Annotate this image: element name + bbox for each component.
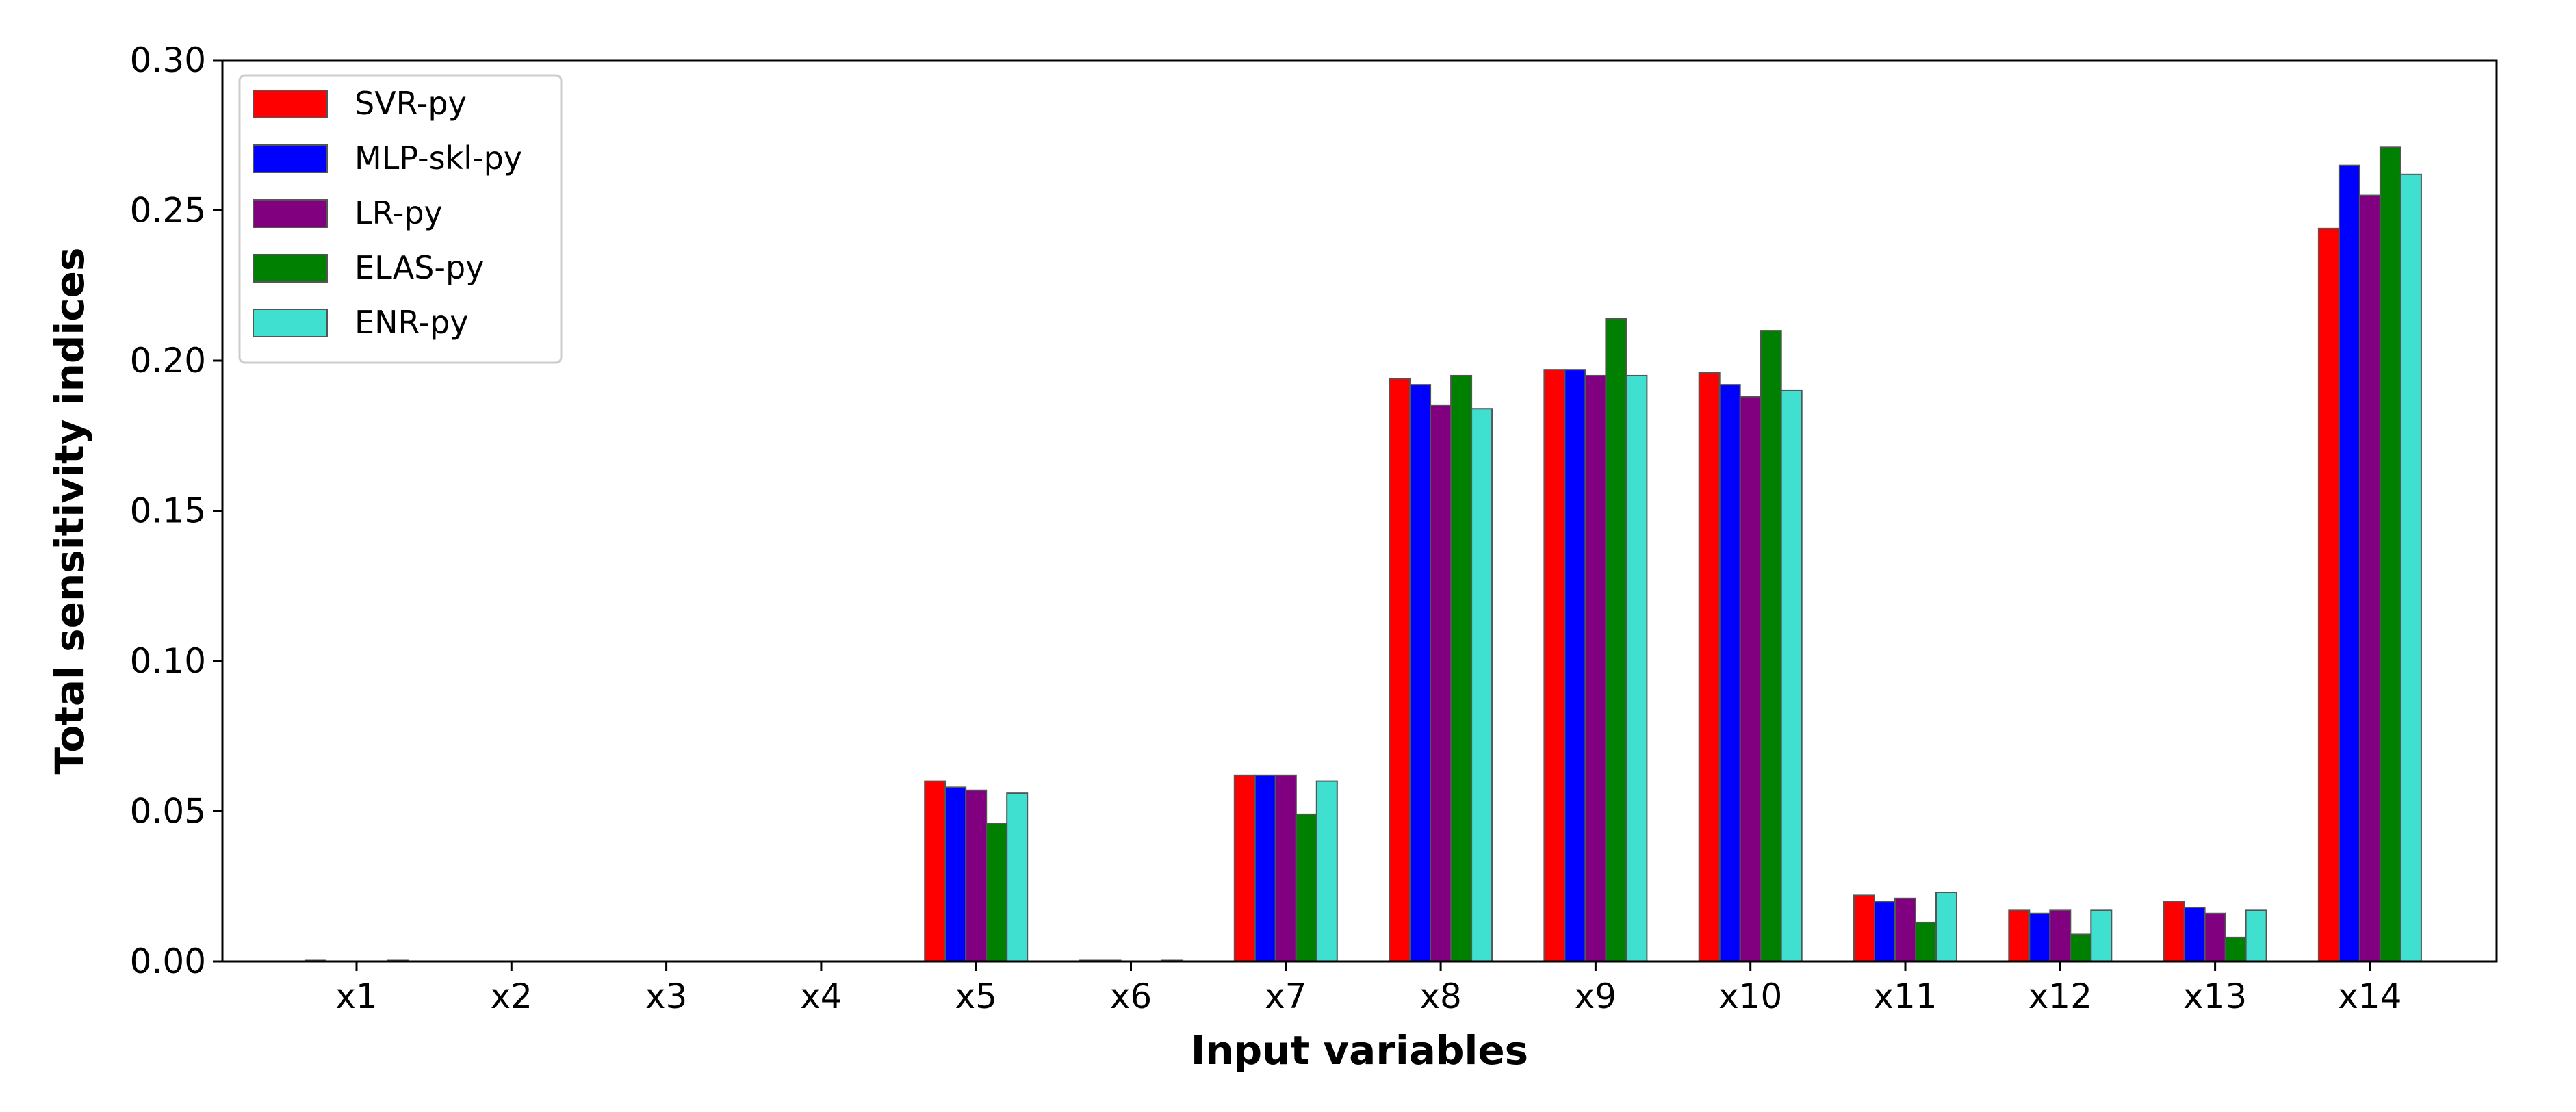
legend-label-ELAS-py: ELAS-py <box>355 249 484 286</box>
bar-ELAS-py-x12 <box>2070 933 2092 962</box>
bar-LR-py-x13 <box>2204 912 2226 963</box>
bar-LR-py-x10 <box>1739 396 1762 962</box>
x-tick-label-x7: x7 <box>1265 977 1306 1016</box>
legend: SVR-py MLP-skl-py LR-py ELAS-py ENR-py <box>238 74 563 364</box>
bar-SVR-py-x8 <box>1389 378 1411 962</box>
bar-ENR-py-x14 <box>2399 173 2422 963</box>
legend-label-SVR-py: SVR-py <box>355 85 467 122</box>
bar-ELAS-py-x10 <box>1760 330 1782 963</box>
x-tick-label-x10: x10 <box>1718 977 1782 1016</box>
x-tick-label-x13: x13 <box>2183 977 2247 1016</box>
bar-ENR-py-x10 <box>1780 389 1803 962</box>
x-tick-label-x11: x11 <box>1873 977 1937 1016</box>
y-tick-label: 0.30 <box>130 40 206 80</box>
x-tick-label-x1: x1 <box>335 977 377 1016</box>
x-tick-label-x8: x8 <box>1419 977 1461 1016</box>
bar-ENR-py-x5 <box>1006 792 1029 963</box>
legend-label-ENR-py: ENR-py <box>355 304 469 341</box>
bar-SVR-py-x11 <box>1853 894 1875 963</box>
legend-swatch-MLP-skl-py <box>253 144 328 173</box>
bar-SVR-py-x14 <box>2317 227 2340 963</box>
legend-swatch-ENR-py <box>253 309 328 337</box>
legend-swatch-LR-py <box>253 199 328 228</box>
bar-ELAS-py-x14 <box>2379 146 2401 962</box>
y-tick-label: 0.10 <box>130 641 206 681</box>
legend-swatch-ELAS-py <box>253 254 328 283</box>
x-axis: x1 x2 x3 x4 x5 x6 x7 x8 x9 x10 x11 x12 x13 x14 <box>335 961 2402 1016</box>
bar-ENR-py-x7 <box>1315 780 1338 962</box>
bar-ENR-py-x9 <box>1625 374 1648 962</box>
bar-LR-py-x8 <box>1430 404 1452 962</box>
bar-MLP-skl-py-x10 <box>1718 384 1741 962</box>
bar-ELAS-py-x7 <box>1295 813 1317 963</box>
bar-MLP-skl-py-x13 <box>2183 906 2206 962</box>
bar-MLP-skl-py-x11 <box>1874 901 1896 962</box>
bar-ENR-py-x13 <box>2245 909 2267 962</box>
bar-SVR-py-x13 <box>2163 901 2185 962</box>
bar-LR-py-x14 <box>2358 194 2381 962</box>
bar-LR-py-x7 <box>1274 774 1297 962</box>
bar-LR-py-x11 <box>1894 897 1916 963</box>
bar-SVR-py-x9 <box>1543 369 1566 962</box>
bar-SVR-py-x5 <box>924 780 946 962</box>
bar-ELAS-py-x11 <box>1915 921 1937 963</box>
bar-MLP-skl-py-x5 <box>944 786 967 962</box>
x-tick-label-x14: x14 <box>2338 977 2401 1016</box>
bar-SVR-py-x12 <box>2008 909 2031 962</box>
y-tick-label: 0.15 <box>130 491 206 531</box>
bar-ENR-py-x12 <box>2090 909 2113 962</box>
x-tick-label-x12: x12 <box>2028 977 2092 1016</box>
x-tick-label-x3: x3 <box>645 977 687 1016</box>
x-tick-label-x2: x2 <box>491 977 532 1016</box>
x-tick-label-x5: x5 <box>955 977 996 1016</box>
x-tick-label-x6: x6 <box>1110 977 1152 1016</box>
legend-label-MLP-skl-py: MLP-skl-py <box>355 140 522 177</box>
bar-MLP-skl-py-x14 <box>2338 164 2360 962</box>
bar-ELAS-py-x13 <box>2224 936 2247 963</box>
y-tick-label: 0.25 <box>130 191 206 231</box>
bar-ENR-py-x11 <box>1935 892 1957 963</box>
x-tick-label-x9: x9 <box>1575 977 1617 1016</box>
bar-ENR-py-x8 <box>1471 408 1493 962</box>
bar-MLP-skl-py-x8 <box>1409 384 1432 962</box>
bar-LR-py-x5 <box>965 789 988 963</box>
bar-MLP-skl-py-x9 <box>1564 369 1586 962</box>
bar-ELAS-py-x9 <box>1605 318 1627 963</box>
y-axis: 0.00 0.05 0.10 0.15 0.20 0.25 0.30 <box>130 40 222 981</box>
x-axis-title: Input variables <box>1191 1027 1528 1074</box>
y-tick-label: 0.05 <box>130 792 206 831</box>
bar-SVR-py-x7 <box>1233 774 1256 962</box>
legend-label-LR-py: LR-py <box>355 194 443 231</box>
legend-swatch-SVR-py <box>253 90 328 118</box>
bar-LR-py-x12 <box>2049 909 2072 962</box>
bar-SVR-py-x10 <box>1698 372 1721 962</box>
bars-layer <box>305 146 2422 963</box>
bar-LR-py-x9 <box>1584 374 1607 962</box>
y-tick-label: 0.20 <box>130 341 206 380</box>
bar-MLP-skl-py-x7 <box>1254 774 1276 962</box>
y-axis-title: Total sensitivity indices <box>47 247 93 774</box>
bar-ELAS-py-x5 <box>986 823 1008 963</box>
bar-MLP-skl-py-x12 <box>2028 912 2051 963</box>
bar-ELAS-py-x8 <box>1450 374 1473 962</box>
x-tick-label-x4: x4 <box>800 977 842 1016</box>
y-tick-label: 0.00 <box>130 942 206 981</box>
